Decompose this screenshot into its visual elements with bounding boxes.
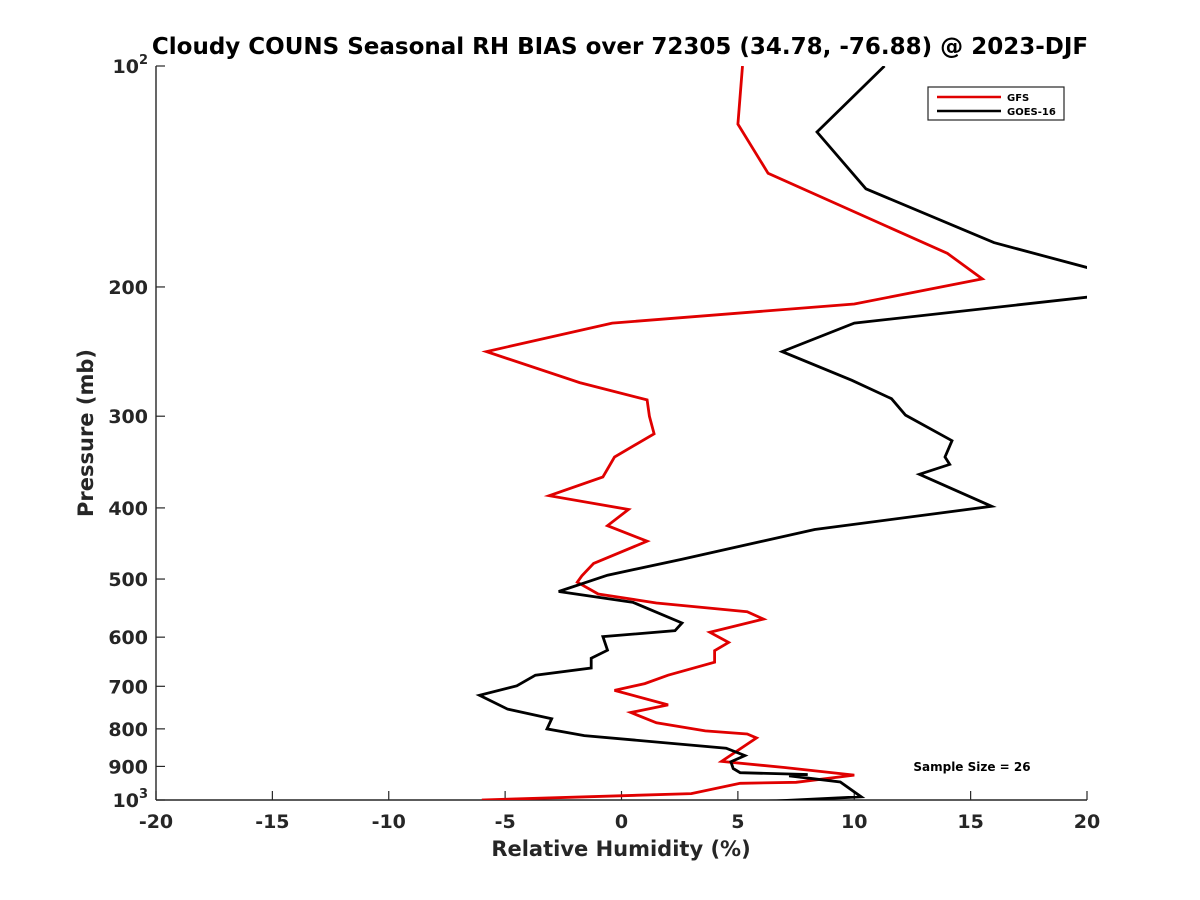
y-tick-label: 300 (108, 406, 148, 428)
x-tick-label: -20 (139, 811, 173, 833)
x-tick-label: 15 (957, 811, 983, 833)
x-axis-label: Relative Humidity (%) (491, 837, 750, 861)
legend: GFS GOES-16 (927, 86, 1065, 121)
series-line-goes-16 (475, 66, 1087, 800)
y-tick-base: 500 (108, 569, 148, 591)
x-tick-label: 5 (731, 811, 744, 833)
y-tick-label: 200 (108, 277, 148, 299)
y-tick-base: 200 (108, 277, 148, 299)
y-tick-label: 600 (108, 627, 148, 649)
y-tick-base: 800 (108, 719, 148, 741)
x-tick-label: 10 (841, 811, 867, 833)
y-tick-label: 102 (113, 53, 149, 78)
x-ticks: -20 -15 -10 -5 0 5 10 15 20 (139, 791, 1100, 833)
y-tick-base: 600 (108, 627, 148, 649)
x-tick-label: 20 (1074, 811, 1100, 833)
chart-title: Cloudy COUNS Seasonal RH BIAS over 72305… (152, 34, 1088, 60)
y-tick-label: 400 (108, 498, 148, 520)
y-tick-exponent: 2 (139, 53, 148, 68)
y-tick-base: 10 (113, 790, 139, 812)
y-axis-label: Pressure (mb) (74, 349, 98, 517)
x-tick-label: -5 (495, 811, 516, 833)
series-layer (475, 66, 1087, 800)
sample-size-annotation: Sample Size = 26 (913, 760, 1030, 774)
y-tick-base: 900 (108, 756, 148, 778)
legend-label-goes-16: GOES-16 (1007, 107, 1056, 118)
y-tick-exponent: 3 (139, 787, 148, 802)
y-tick-label: 800 (108, 719, 148, 741)
y-tick-base: 700 (108, 676, 148, 698)
x-tick-label: -10 (372, 811, 406, 833)
y-tick-label: 900 (108, 756, 148, 778)
legend-box (927, 86, 1065, 121)
legend-label-gfs: GFS (1007, 93, 1029, 104)
y-tick-label: 103 (113, 787, 149, 812)
x-tick-label: 0 (615, 811, 628, 833)
y-tick-base: 300 (108, 406, 148, 428)
y-tick-base: 400 (108, 498, 148, 520)
y-tick-label: 700 (108, 676, 148, 698)
x-tick-label: -15 (255, 811, 289, 833)
y-tick-label: 500 (108, 569, 148, 591)
y-tick-base: 10 (113, 56, 139, 78)
series-line-gfs (481, 66, 986, 800)
